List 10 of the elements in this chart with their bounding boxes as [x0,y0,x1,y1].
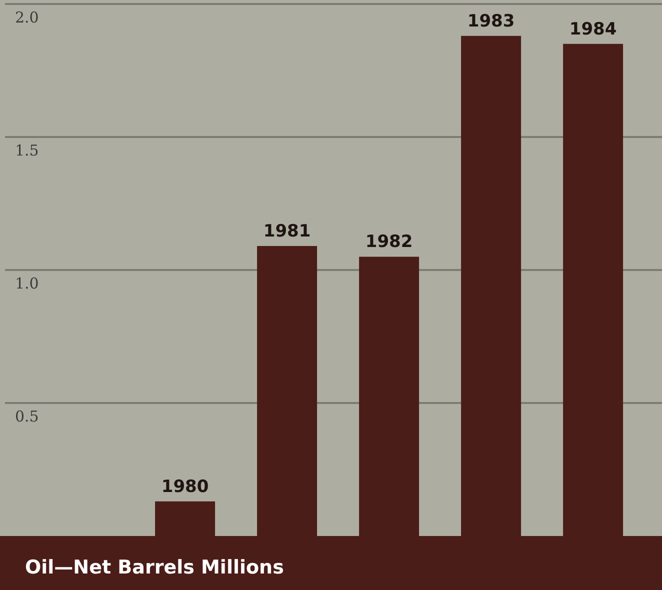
y-tick-label: 2.0 [15,8,39,26]
y-tick-label: 1.0 [15,274,39,292]
y-tick-label: 0.5 [15,408,39,426]
x-tick-label: 1984 [569,19,617,40]
x-tick-label: 1980 [161,476,209,497]
x-tick-label: 1981 [263,222,311,242]
x-tick-label: 1982 [365,232,413,252]
y-tick-label: 1.5 [15,142,39,160]
text: Oil—Net Barrels Millions [25,556,284,578]
x-tick-label: 1983 [467,11,515,32]
